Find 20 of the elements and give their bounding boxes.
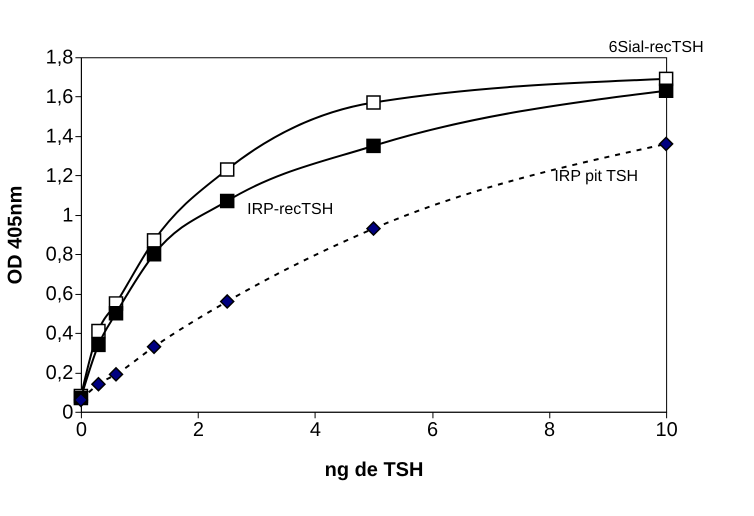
x-tick-label: 10 bbox=[656, 419, 678, 442]
y-tick-label: 1,4 bbox=[46, 126, 74, 148]
x-tick-label: 8 bbox=[544, 419, 556, 442]
y-tick-label: 0,6 bbox=[46, 283, 74, 306]
series-label: 6Sial-recTSH bbox=[608, 38, 704, 56]
y-tick-label: 0,4 bbox=[46, 322, 74, 344]
series-label: IRP pit TSH bbox=[554, 168, 638, 185]
y-tick-label: 1,8 bbox=[46, 46, 74, 69]
y-tick-label: 0 bbox=[62, 401, 74, 424]
series-label: IRP-recTSH bbox=[247, 201, 334, 218]
x-tick-label: 2 bbox=[192, 419, 204, 442]
y-tick-label: 1,6 bbox=[46, 86, 74, 108]
y-tick-label: 1,2 bbox=[46, 164, 74, 187]
x-tick-label: 4 bbox=[310, 419, 322, 442]
x-tick-label: 6 bbox=[426, 419, 438, 442]
y-tick-label: 0,8 bbox=[46, 244, 74, 266]
y-tick-label: 1 bbox=[62, 204, 74, 226]
y-tick-label: 0,2 bbox=[46, 362, 74, 384]
x-axis-title: ng de TSH bbox=[324, 459, 424, 482]
y-axis-title: OD 405nm bbox=[4, 186, 27, 284]
